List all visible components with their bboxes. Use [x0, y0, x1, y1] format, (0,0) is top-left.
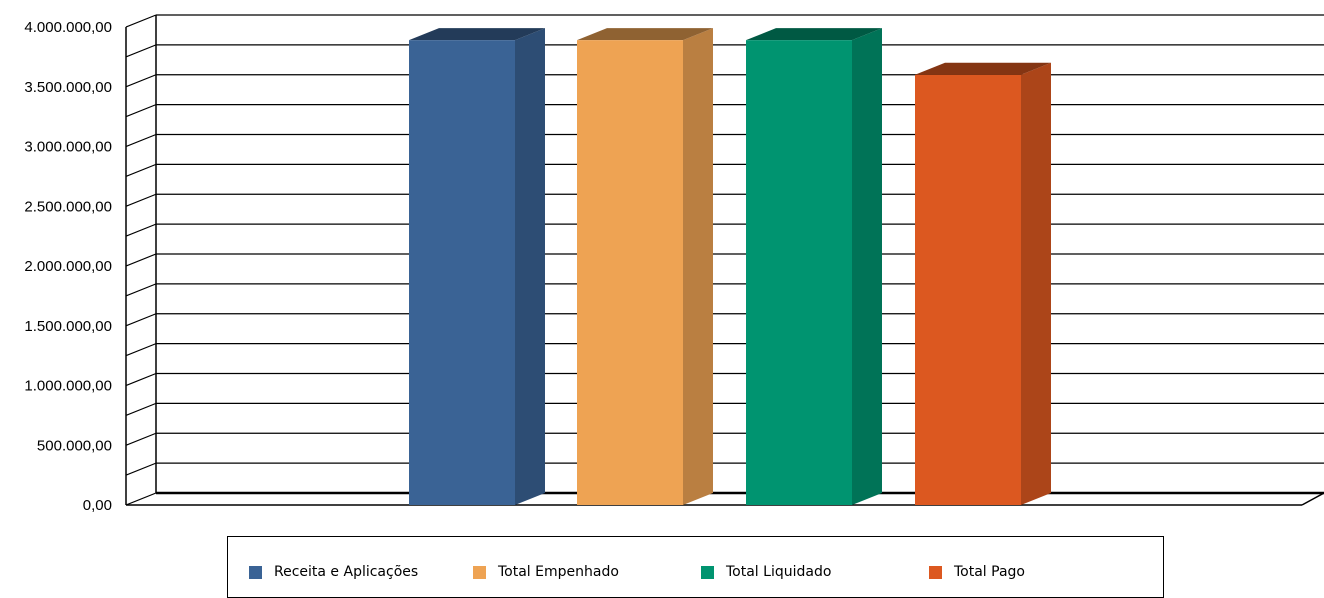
bar-front	[746, 40, 852, 506]
gridline-depth	[125, 402, 157, 416]
bar-1	[577, 28, 713, 506]
bar-top	[409, 28, 545, 41]
legend-swatch-pago	[929, 565, 942, 579]
legend-label-liquidado: Total Liquidado	[726, 564, 832, 580]
y-tick-label: 4.000.000,00	[24, 19, 112, 36]
y-tick-label: 3.000.000,00	[24, 139, 112, 156]
bar-2	[746, 28, 882, 506]
gridline-depth	[125, 14, 157, 28]
gridline-depth	[125, 44, 157, 58]
gridline-depth	[125, 104, 157, 118]
legend-item-receita: Receita e Aplicações	[249, 564, 418, 580]
gridline-depth	[125, 313, 157, 327]
gridline-depth	[125, 372, 157, 387]
y-tick-label: 1.500.000,00	[24, 318, 112, 335]
y-tick-label: 2.000.000,00	[24, 258, 112, 275]
legend-label-pago: Total Pago	[954, 564, 1025, 580]
gridline-depth	[125, 432, 157, 446]
bar-front	[409, 40, 515, 506]
gridline-depth	[125, 74, 157, 88]
bar-side	[852, 28, 882, 506]
legend-label-receita: Receita e Aplicações	[274, 564, 419, 580]
gridline-depth	[125, 283, 157, 297]
bar-front	[577, 40, 683, 506]
legend-item-empenhado: Total Empenhado	[473, 564, 619, 580]
bar-0	[409, 28, 545, 506]
axis-line	[1301, 492, 1324, 506]
grid-lines	[125, 14, 1324, 506]
gridline-depth	[125, 343, 157, 357]
y-axis-tick-labels: 0,00 500.000,00 1.000.000,00 1.500.000,00 2.…	[24, 19, 112, 514]
bar-top	[577, 28, 713, 41]
bar-side	[515, 28, 545, 506]
gridline-depth	[125, 253, 157, 267]
legend: Receita e Aplicações Total Empenhado Tot…	[227, 536, 1164, 598]
y-tick-label: 3.500.000,00	[24, 79, 112, 96]
y-tick-label: 500.000,00	[37, 437, 112, 454]
gridline-depth	[125, 163, 157, 177]
legend-swatch-empenhado	[473, 565, 486, 579]
gridline-depth	[125, 223, 157, 237]
y-tick-label: 0,00	[83, 497, 112, 514]
bar-side	[683, 28, 713, 506]
bar-front	[915, 74, 1021, 506]
legend-item-pago: Total Pago	[929, 564, 1025, 580]
bar-side	[1021, 62, 1051, 506]
gridline-depth	[125, 492, 157, 506]
bar-top	[746, 28, 882, 41]
gridline-depth	[125, 133, 157, 148]
y-axis	[125, 15, 1324, 506]
bar-top	[915, 62, 1051, 75]
gridline-depth	[125, 462, 157, 476]
legend-swatch-receita	[249, 565, 262, 579]
legend-label-empenhado: Total Empenhado	[498, 564, 619, 580]
legend-item-liquidado: Total Liquidado	[701, 564, 831, 580]
y-tick-label: 1.000.000,00	[24, 378, 112, 395]
y-tick-label: 2.500.000,00	[24, 198, 112, 215]
bars	[409, 28, 1051, 506]
bar-3	[915, 62, 1051, 506]
legend-swatch-liquidado	[701, 565, 714, 579]
gridline-depth	[125, 193, 157, 207]
